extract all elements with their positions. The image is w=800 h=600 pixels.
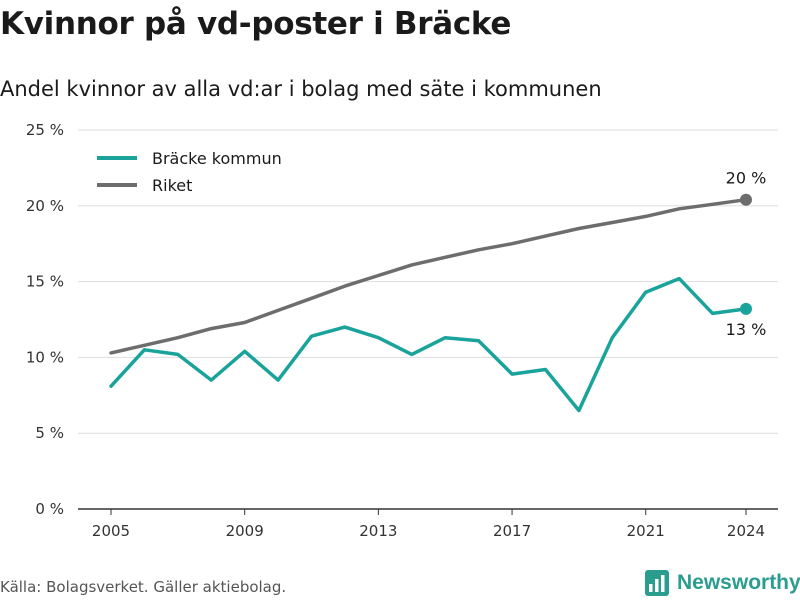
series-lines: 20 % 13 % xyxy=(109,169,767,413)
x-tick-label: 2017 xyxy=(493,522,531,540)
bar-chart-logo-icon xyxy=(645,570,669,596)
series-line-bracke-kommun xyxy=(109,276,748,413)
legend-label-bracke-kommun: Bräcke kommun xyxy=(152,149,282,168)
chart-subtitle: Andel kvinnor av alla vd:ar i bolag med … xyxy=(0,77,602,101)
y-tick-label: 0 % xyxy=(35,500,64,518)
x-tick-label: 2024 xyxy=(727,522,765,540)
logo-text: Newsworthy xyxy=(677,571,800,594)
x-tick-label: 2021 xyxy=(627,522,665,540)
end-label-riket: 20 % xyxy=(726,169,767,188)
x-tick-label: 2005 xyxy=(92,522,130,540)
end-point-bracke-kommun xyxy=(740,302,752,315)
series-line-riket xyxy=(109,197,748,355)
newsworthy-logo[interactable]: Newsworthy xyxy=(645,570,800,596)
x-tick-label: 2013 xyxy=(359,522,397,540)
y-tick-label: 10 % xyxy=(26,348,64,366)
x-axis-ticks: 2005 2009 2013 2017 2021 2024 xyxy=(92,509,765,540)
legend-label-riket: Riket xyxy=(152,176,192,195)
end-label-bracke-kommun: 13 % xyxy=(726,320,767,339)
chart-title: Kvinnor på vd-poster i Bräcke xyxy=(0,6,512,42)
y-axis-ticks: 0 % 5 % 10 % 15 % 20 % 25 % xyxy=(26,121,64,518)
y-tick-label: 25 % xyxy=(26,121,64,139)
gridlines xyxy=(78,129,778,510)
y-tick-label: 15 % xyxy=(26,273,64,291)
legend: Bräcke kommun Riket xyxy=(97,149,282,195)
y-tick-label: 20 % xyxy=(26,197,64,215)
x-tick-label: 2009 xyxy=(226,522,264,540)
end-point-riket xyxy=(740,193,752,206)
y-tick-label: 5 % xyxy=(35,424,64,442)
source-note: Källa: Bolagsverket. Gäller aktiebolag. xyxy=(0,578,287,596)
